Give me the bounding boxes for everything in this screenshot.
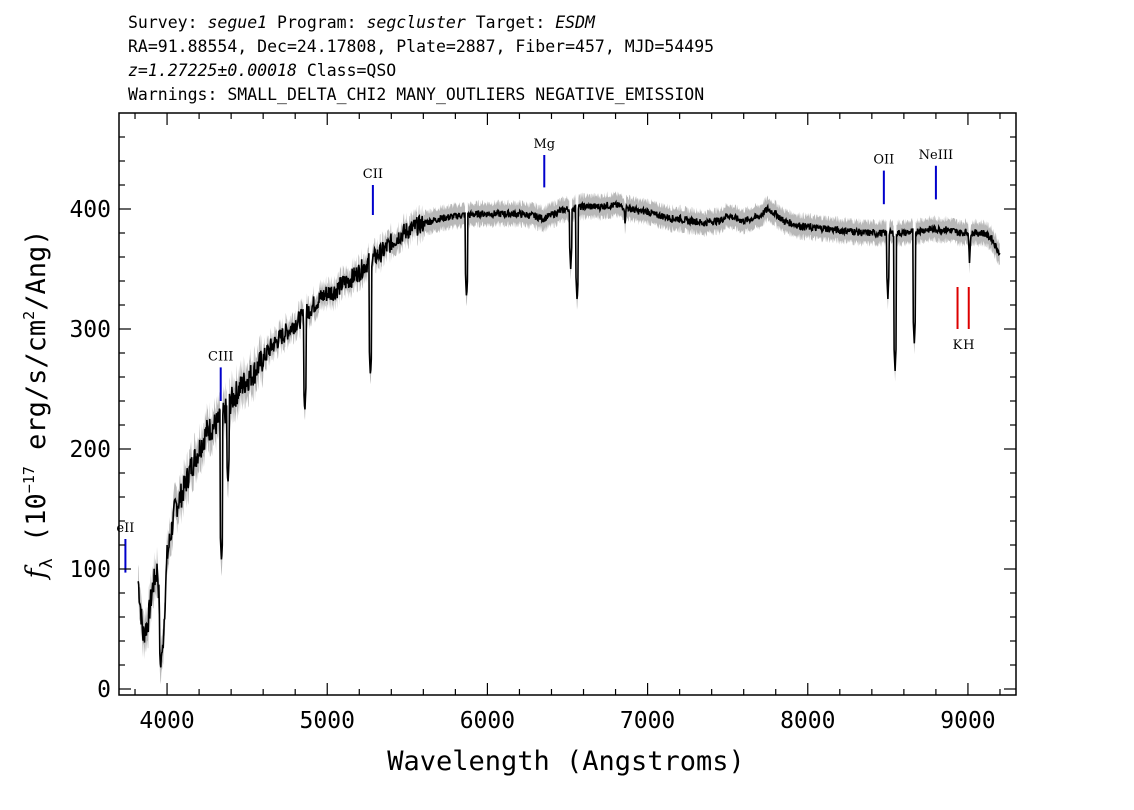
- x-tick-label: 6000: [460, 708, 515, 734]
- program-value: segcluster: [366, 13, 466, 32]
- header-line-2: RA=91.88554, Dec=24.17808, Plate=2887, F…: [128, 37, 715, 56]
- line-marker-label: Mg: [533, 137, 555, 152]
- line-marker-ciii: CIII: [208, 349, 233, 401]
- survey-label: Survey:: [128, 13, 198, 32]
- line-marker-label: NeIII: [919, 148, 953, 163]
- target-value: ESDM: [555, 13, 595, 32]
- y-axis-title-unit-b: erg/s/cm: [21, 320, 52, 466]
- y-tick-label: 400: [69, 197, 111, 223]
- y-tick-label: 0: [97, 677, 111, 703]
- line-marker-h: H: [963, 287, 974, 353]
- line-marker-layer: eII CIII CII Mg OII NeIII K H: [116, 137, 974, 573]
- y-axis-title-f: f: [21, 565, 52, 581]
- line-marker-oii: OII: [873, 153, 894, 205]
- error-band: [138, 191, 1000, 685]
- y-axis-title-exp2: 2: [20, 311, 38, 320]
- line-marker-label: CII: [363, 167, 383, 182]
- error-band-layer: [138, 191, 1000, 685]
- y-axis-title: fλ (10−17 erg/s/cm2/Ang): [20, 229, 57, 580]
- x-tick-label: 7000: [620, 708, 675, 734]
- x-tick-label: 8000: [780, 708, 835, 734]
- line-marker-label: K: [953, 338, 963, 353]
- redshift-value: z=1.27225±0.00018: [128, 61, 297, 80]
- line-marker-mg: Mg: [533, 137, 555, 188]
- y-tick-label: 200: [69, 437, 111, 463]
- x-tick-label: 5000: [300, 708, 355, 734]
- program-label: Program:: [277, 13, 357, 32]
- line-marker-label: H: [963, 338, 974, 353]
- x-tick-label: 9000: [940, 708, 995, 734]
- y-tick-label: 100: [69, 557, 111, 583]
- y-axis-title-exp: −17: [20, 466, 38, 493]
- line-marker-label: eII: [116, 521, 134, 536]
- line-marker-cii: CII: [363, 167, 383, 215]
- x-tick-label: 4000: [139, 708, 194, 734]
- line-marker-label: CIII: [208, 349, 233, 364]
- y-axis-title-lambda: λ: [37, 558, 57, 568]
- spectrum-layer: [137, 199, 1001, 668]
- axes-layer: 4000 5000 6000 7000 8000 9000 0 100 200 300 400: [69, 112, 1017, 734]
- y-axis-title-unit-a: (10: [21, 493, 52, 542]
- line-marker-k: K: [953, 287, 963, 353]
- spectrum-line: [137, 199, 1001, 668]
- class-value: Class=QSO: [306, 61, 397, 80]
- y-tick-label: 300: [69, 317, 111, 343]
- plot-frame: [118, 112, 1017, 696]
- header-line-3: z=1.27225±0.00018 Class=QSO: [128, 60, 396, 82]
- line-marker-eii: eII: [116, 521, 134, 573]
- line-marker-neiii: NeIII: [919, 148, 953, 200]
- y-axis-title-unit-c: /Ang): [21, 229, 52, 310]
- header-line-4: Warnings: SMALL_DELTA_CHI2 MANY_OUTLIERS…: [128, 85, 705, 104]
- line-marker-label: OII: [873, 153, 894, 168]
- x-axis-title: Wavelength (Angstroms): [387, 746, 745, 777]
- header-line-1: Survey: segue1 Program: segcluster Targe…: [128, 12, 595, 34]
- svg-text:fλ (10−17 erg/s/cm2/Ang): fλ (10−17 erg/s/cm2/Ang): [20, 229, 57, 580]
- survey-value: segue1: [207, 13, 268, 32]
- target-label: Target:: [475, 13, 546, 32]
